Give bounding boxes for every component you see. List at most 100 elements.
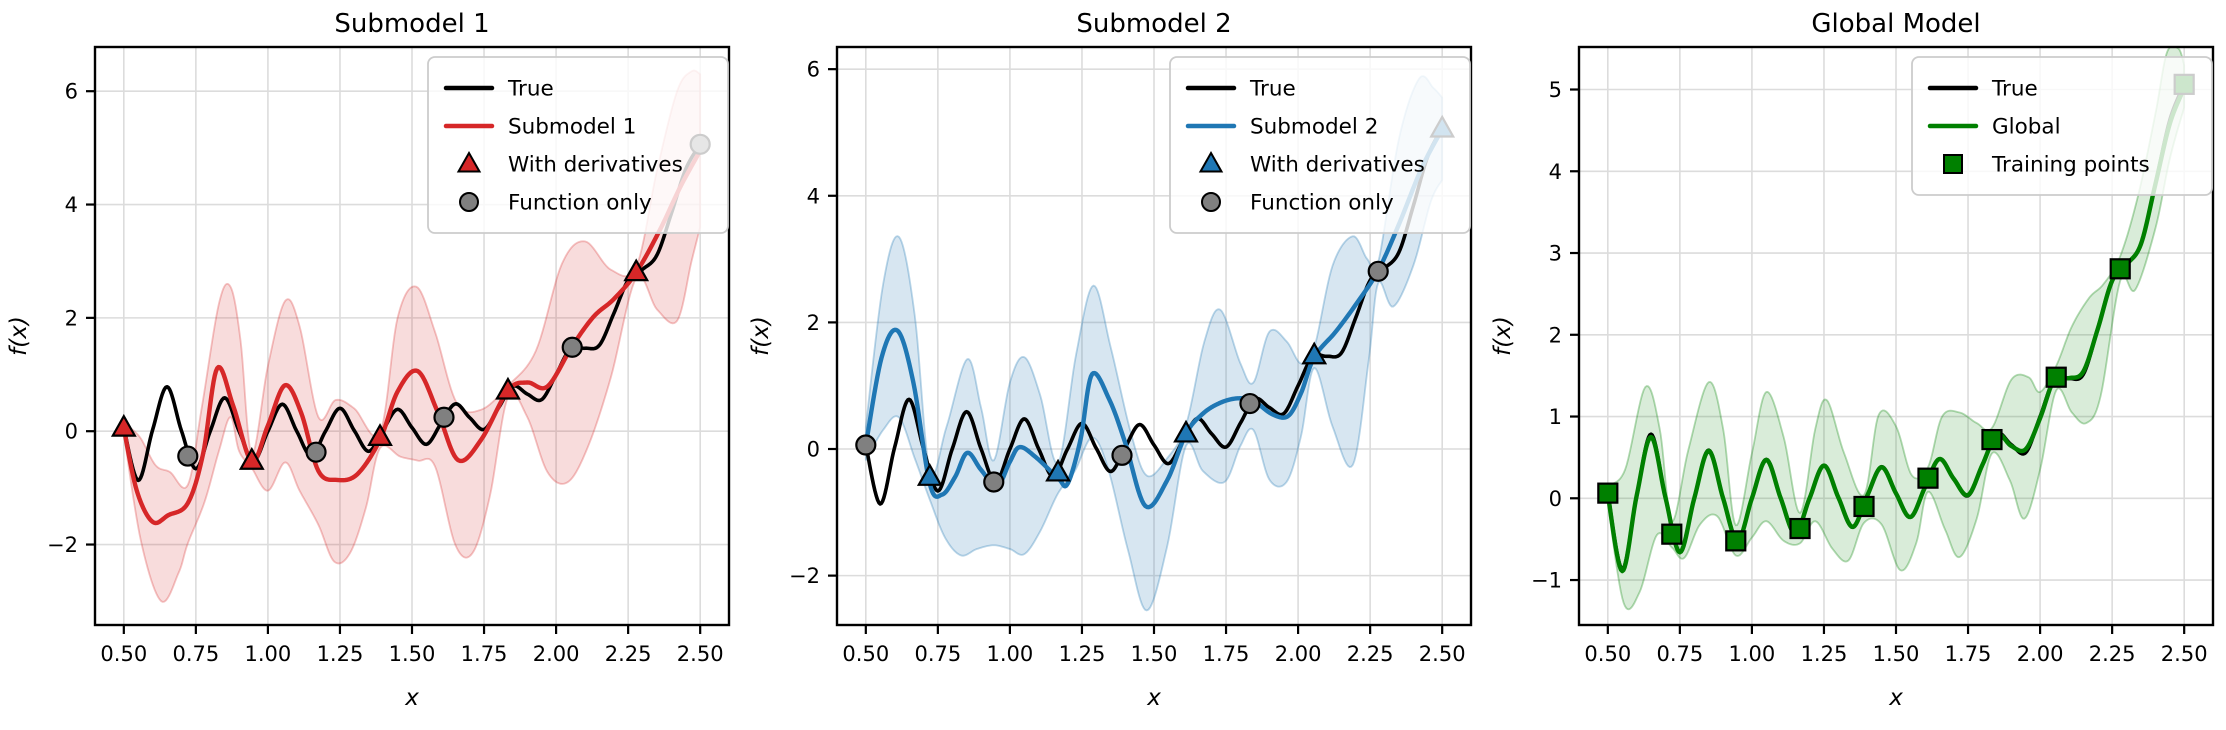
- x-tick-label: 1.75: [461, 642, 508, 666]
- x-tick-label: 2.25: [2089, 642, 2136, 666]
- x-tick-label: 2.00: [1275, 642, 1322, 666]
- with-derivatives-marker: [1301, 341, 1328, 365]
- x-tick-label: 1.75: [1203, 642, 1250, 666]
- x-tick-label: 1.50: [1873, 642, 1920, 666]
- y-tick-label: 4: [807, 184, 820, 208]
- function-only-marker: [177, 445, 199, 467]
- panel-title: Submodel 1: [334, 9, 489, 39]
- legend-box: [427, 56, 729, 234]
- axis-ticks: [86, 90, 702, 634]
- true-curve: [122, 142, 702, 483]
- with-derivatives-marker: [238, 446, 265, 470]
- x-tick-label: 2.50: [2161, 642, 2208, 666]
- y-tick-label: −2: [47, 533, 78, 557]
- x-tick-label: 2.00: [2017, 642, 2064, 666]
- legend-triangle-swatch: [1198, 150, 1224, 173]
- with-derivatives-marker: [1173, 419, 1199, 443]
- y-tick-label: 0: [807, 438, 820, 462]
- x-tick-label: 0.75: [172, 642, 219, 666]
- x-tick-label: 1.25: [1059, 642, 1106, 666]
- x-tick-label: 1.50: [389, 642, 436, 666]
- y-tick-label: 0: [65, 420, 78, 444]
- uncertainty-band: [122, 69, 702, 603]
- training-point-marker: [1981, 428, 2003, 451]
- legend-circle-swatch: [1201, 192, 1221, 212]
- y-tick-label: 6: [807, 58, 820, 82]
- x-tick-label: 0.50: [1584, 642, 1631, 666]
- x-tick-label: 1.00: [245, 642, 292, 666]
- function-only-marker: [561, 336, 583, 358]
- panel-submodel-1: 0.50 0.75 1.00 1.25 1.50 1.75 2.00 2.25 2.50 −2 0 2…: [0, 0, 742, 726]
- legend-label: Training points: [1991, 153, 2150, 178]
- legend-label: Submodel 2: [1250, 115, 1378, 140]
- training-point-marker: [1597, 482, 1619, 504]
- legend-square-swatch: [1943, 154, 1963, 174]
- x-tick-label: 2.50: [1419, 642, 1466, 666]
- y-tick-label: 2: [807, 311, 820, 335]
- tick-labels: 0.50 0.75 1.00 1.25 1.50 1.75 2.00 2.25 2.50 −2 0 2…: [789, 58, 1466, 666]
- y-tick-label: 0: [1549, 487, 1562, 511]
- training-point-marker: [1853, 495, 1875, 518]
- y-axis-label: f(x): [6, 316, 32, 356]
- legend-box: [1911, 56, 2213, 196]
- legend: True Submodel 2 With derivatives Function o…: [1169, 56, 1471, 234]
- y-tick-label: 6: [65, 80, 78, 104]
- legend-triangle-swatch: [456, 150, 482, 173]
- training-point-marker: [1661, 523, 1683, 545]
- legend-circle-swatch: [459, 192, 479, 212]
- panel-submodel-2: 0.50 0.75 1.00 1.25 1.50 1.75 2.00 2.25 2.50 −2 0 2…: [742, 0, 1484, 726]
- model-mean-curve: [1605, 85, 2187, 574]
- x-axis-label: x: [404, 685, 419, 711]
- x-tick-label: 2.00: [533, 642, 580, 666]
- x-tick-label: 0.75: [914, 642, 961, 666]
- with-derivatives-marker: [623, 258, 650, 282]
- legend-label: Function only: [508, 191, 652, 216]
- chart-svg-submodel-2: 0.50 0.75 1.00 1.25 1.50 1.75 2.00 2.25 2.50 −2 0 2…: [742, 0, 1484, 726]
- legend-label: True: [1249, 77, 1296, 102]
- y-tick-label: −2: [789, 564, 820, 588]
- training-point-marker: [2109, 258, 2131, 280]
- with-derivatives-marker: [367, 423, 393, 446]
- chart-svg-submodel-1: 0.50 0.75 1.00 1.25 1.50 1.75 2.00 2.25 2.50 −2 0 2…: [0, 0, 742, 726]
- y-tick-label: −1: [1531, 569, 1562, 593]
- with-derivatives-marker: [495, 376, 521, 400]
- function-only-marker: [305, 441, 327, 463]
- y-tick-label: 4: [1549, 160, 1562, 184]
- function-only-marker: [1367, 260, 1389, 282]
- grid-lines: [837, 47, 1471, 625]
- with-derivatives-marker: [110, 413, 137, 437]
- axis-ticks: [828, 68, 1444, 634]
- axis-ticks: [1570, 88, 2186, 634]
- legend-label: True: [1991, 77, 2038, 102]
- plot-area: [110, 69, 711, 603]
- legend-label: With derivatives: [1250, 153, 1425, 178]
- legend-label: Function only: [1250, 191, 1394, 216]
- y-tick-label: 5: [1549, 78, 1562, 102]
- legend-label: Global: [1992, 115, 2061, 140]
- x-tick-label: 1.50: [1131, 642, 1178, 666]
- plot-area: [1597, 47, 2195, 611]
- function-only-marker: [433, 406, 455, 428]
- y-axis-label: f(x): [1490, 316, 1516, 356]
- legend-label: With derivatives: [508, 153, 683, 178]
- x-tick-label: 2.25: [605, 642, 652, 666]
- x-tick-label: 0.50: [842, 642, 889, 666]
- tick-labels: 0.50 0.75 1.00 1.25 1.50 1.75 2.00 2.25 2.50 −1 0 1…: [1531, 78, 2208, 666]
- tick-labels: 0.50 0.75 1.00 1.25 1.50 1.75 2.00 2.25 2.50 −2 0 2…: [47, 80, 724, 666]
- plot-area: [855, 75, 1456, 612]
- x-tick-label: 2.25: [1347, 642, 1394, 666]
- with-derivatives-marker: [1045, 458, 1071, 482]
- function-only-marker: [855, 434, 877, 456]
- legend-label: True: [507, 77, 554, 102]
- panel-title: Submodel 2: [1076, 9, 1231, 39]
- x-tick-label: 1.00: [1729, 642, 1776, 666]
- x-tick-label: 1.75: [1945, 642, 1992, 666]
- function-only-marker: [983, 471, 1005, 493]
- chart-svg-global-model: 0.50 0.75 1.00 1.25 1.50 1.75 2.00 2.25 2.50 −1 0 1…: [1484, 0, 2226, 726]
- y-tick-label: 1: [1549, 405, 1562, 429]
- legend: True Submodel 1 With derivatives Function o…: [427, 56, 729, 234]
- x-tick-label: 1.25: [317, 642, 364, 666]
- x-tick-label: 0.50: [100, 642, 147, 666]
- data-point-markers: [855, 114, 1456, 493]
- legend-label: Submodel 1: [508, 115, 636, 140]
